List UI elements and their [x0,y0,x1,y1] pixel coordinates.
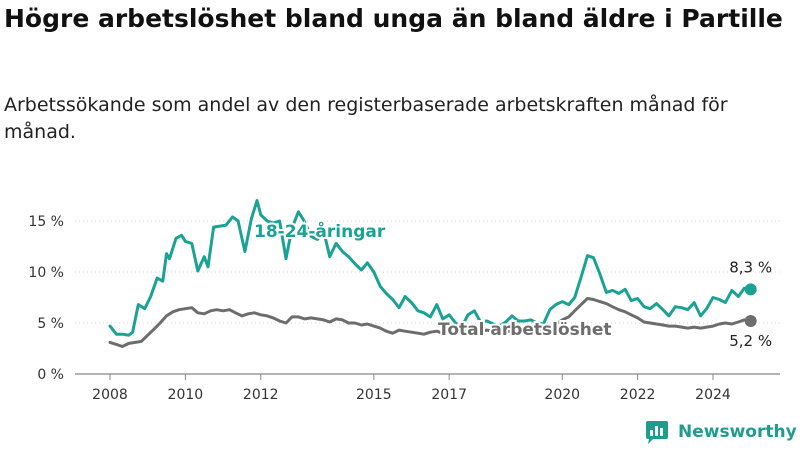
x-tick-label: 2017 [431,387,467,403]
newsworthy-icon [646,421,668,444]
series-end-label: 8,3 % [729,258,772,276]
y-tick-label: 5 % [37,316,64,332]
gridlines [75,220,780,375]
series-line [108,199,753,337]
series-line [108,297,753,348]
y-tick-label: 15 % [28,214,64,230]
brand-name: Newsworthy [678,422,797,442]
axes: 0 % 5 % 10 % 15 % 2008 2010 2012 2015 2017 2020 20… [28,214,730,403]
series-end-label: 5,2 % [729,332,772,350]
y-tick-label: 0 % [37,367,64,383]
series-name-label: Total arbetslöshet [438,320,612,340]
series-end-dot [744,283,757,296]
chart-subtitle: Arbetssökande som andel av den registerb… [4,94,728,143]
x-tick-label: 2015 [356,387,392,403]
x-tick-label: 2010 [168,387,204,403]
series-name-label: 18-24-åringar [254,220,386,242]
chart-title: Högre arbetslöshet bland unga än bland ä… [4,4,783,33]
x-tick-label: 2012 [243,387,279,403]
y-tick-label: 10 % [28,265,64,281]
x-tick-label: 2008 [92,387,128,403]
series-end-dot [744,314,757,327]
series-labels: 8,3 % 18-24-åringar 5,2 % Total arbetslöshe… [252,218,772,350]
x-tick-label: 2020 [544,387,580,403]
x-tick-label: 2024 [695,387,731,403]
x-tick-label: 2022 [620,387,656,403]
series-lines [108,199,757,348]
newsworthy-logo[interactable]: Newsworthy [644,419,797,445]
